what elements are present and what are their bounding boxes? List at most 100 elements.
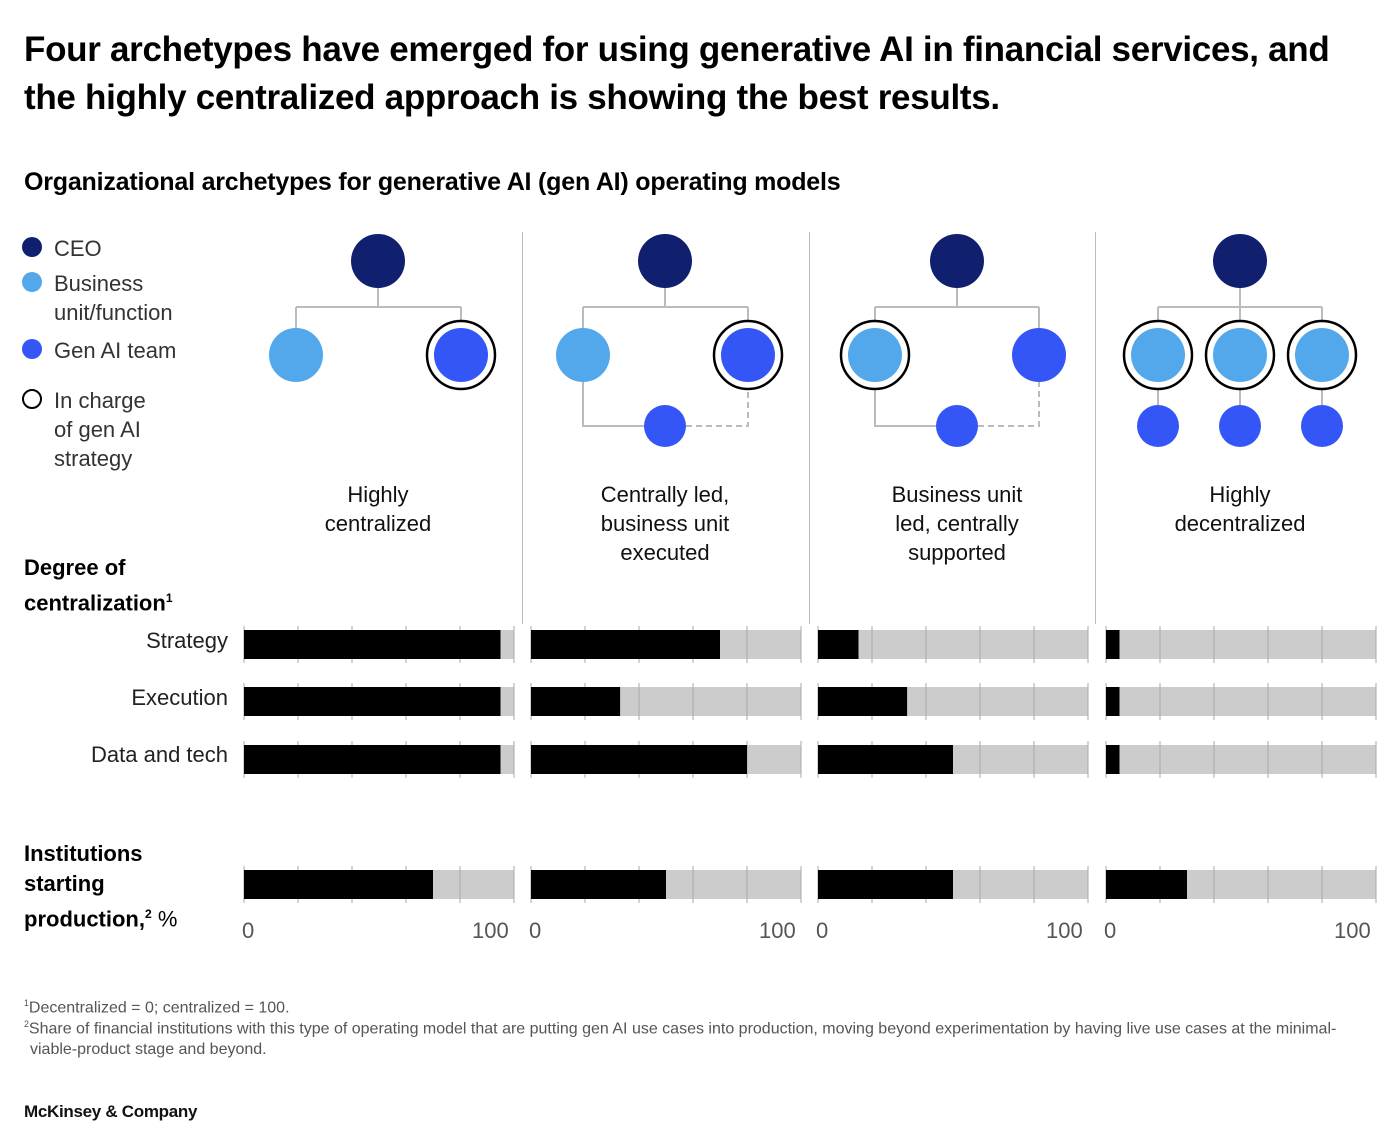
bar-value [244,630,501,659]
outline-circle-icon [22,389,42,409]
bar-value [244,745,501,774]
panel-label-line: supported [908,540,1006,565]
bar-institutions-production-4 [1105,866,1377,903]
section-label-line: centralization [24,590,166,616]
panel-label-highly-decentralized: Highly decentralized [1120,480,1360,538]
row-label-strategy: Strategy [146,628,228,653]
bar-execution-3 [817,683,1089,720]
ceo-node [930,234,984,288]
panel-label-line: centralized [324,511,432,536]
org-diagram-highly-centralized [269,234,497,391]
brand-logo-text: McKinsey & Company [24,1102,198,1121]
degree-of-centralization-label: Degree of centralization1 [24,553,173,618]
chart-title: Four archetypes have emerged for using g… [24,30,1330,117]
panel-label-line: led, centrally [895,511,1019,536]
bar-track [1106,745,1376,774]
bar-execution-1 [243,683,515,720]
bar-execution-2 [530,683,802,720]
business-unit-node [1295,328,1349,382]
panel-label-line: Business unit [891,482,1023,507]
footnote-marker: 2 [24,1019,29,1029]
section-label-line: starting [24,871,105,896]
connector-line [874,288,1040,427]
bar-value [1106,687,1120,716]
legend-item-ceo: CEO [22,234,204,263]
bar-value [818,870,953,899]
connector-line [582,288,749,427]
legend-label: Business unit/function [54,271,173,325]
org-diagram-highly-decentralized [1122,234,1358,447]
section-label-line: production, [24,906,145,932]
panel-label-centrally-led: Centrally led, business unit executed [545,480,785,567]
axis-tick-label-min: 0 [1104,918,1117,943]
panel-label-line: Highly [347,482,409,507]
footnote-text: Share of financial institutions with thi… [28,1020,1337,1059]
axis-tick-label-min: 0 [816,918,829,943]
unit-label: % [151,906,178,932]
bar-value [244,687,501,716]
dashed-connector [686,389,749,427]
bar-value [818,687,908,716]
bar-execution-4 [1105,683,1377,720]
institutions-starting-production-label: Institutions starting production,2 % [24,839,177,934]
section-label-line: Institutions [24,841,143,866]
bar-track [1106,687,1376,716]
panel-label-line: executed [620,540,710,565]
business-unit-node [848,328,902,382]
business-unit-node [1213,328,1267,382]
axis-tick-label-min: 0 [242,918,255,943]
panel-divider [522,232,523,624]
connector-line [295,288,462,328]
bar-value [1106,870,1187,899]
gen-ai-team-node [721,328,775,382]
footnote-text: Decentralized = 0; centralized = 100. [28,999,290,1017]
bar-track [1106,630,1376,659]
footnote-ref: 2 [144,907,152,921]
bar-value [1106,745,1120,774]
section-label-line: Degree of [24,555,126,580]
bar-value [244,870,433,899]
ceo-node [351,234,405,288]
axis-tick-label-max: 100 [472,918,509,943]
business-unit-node [1131,328,1185,382]
business-unit-node [269,328,323,382]
bar-data-and-tech-4 [1105,741,1377,778]
legend-label: CEO [54,236,102,261]
row-label-data-and-tech: Data and tech [91,742,228,767]
gen-ai-team-node-small [644,405,686,447]
org-diagram-business-unit-led [839,234,1066,447]
panel-divider [1095,232,1096,624]
panel-divider [809,232,810,624]
bar-institutions-production-1 [243,866,515,903]
gen-ai-team-node [1012,328,1066,382]
legend-item-business-unit: Business unit/function [22,269,194,327]
footnote-ref: 1 [165,591,173,605]
gen-ai-team-node-small [1219,405,1261,447]
business-unit-circle-icon [22,272,42,292]
bar-value [531,870,666,899]
legend-item-in-charge: In charge of gen AI strategy [22,386,164,473]
panel-label-business-unit-led: Business unit led, centrally supported [837,480,1077,567]
gen-ai-team-node-small [1301,405,1343,447]
bar-value [1106,630,1120,659]
footnote-2: 2Share of financial institutions with th… [24,1014,1375,1060]
ceo-node [638,234,692,288]
ceo-circle-icon [22,237,42,257]
bar-track [818,630,1088,659]
ceo-node [1213,234,1267,288]
bar-value [818,745,953,774]
business-unit-node [556,328,610,382]
panel-label-highly-centralized: Highly centralized [258,480,498,538]
legend-label: In charge of gen AI strategy [54,388,146,471]
bar-value [531,630,720,659]
bar-strategy-3 [817,626,1089,663]
bar-data-and-tech-2 [530,741,802,778]
panel-label-line: business unit [600,511,730,536]
gen-ai-team-node-small [1137,405,1179,447]
legend-item-gen-ai-team: Gen AI team [22,336,204,365]
bar-institutions-production-3 [817,866,1089,903]
axis-tick-label-max: 100 [1334,918,1371,943]
dashed-connector [978,382,1040,427]
bar-value [531,745,747,774]
